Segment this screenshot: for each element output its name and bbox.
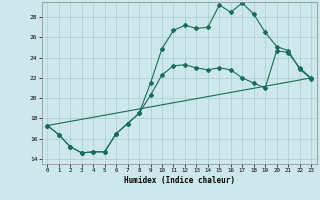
- X-axis label: Humidex (Indice chaleur): Humidex (Indice chaleur): [124, 176, 235, 185]
